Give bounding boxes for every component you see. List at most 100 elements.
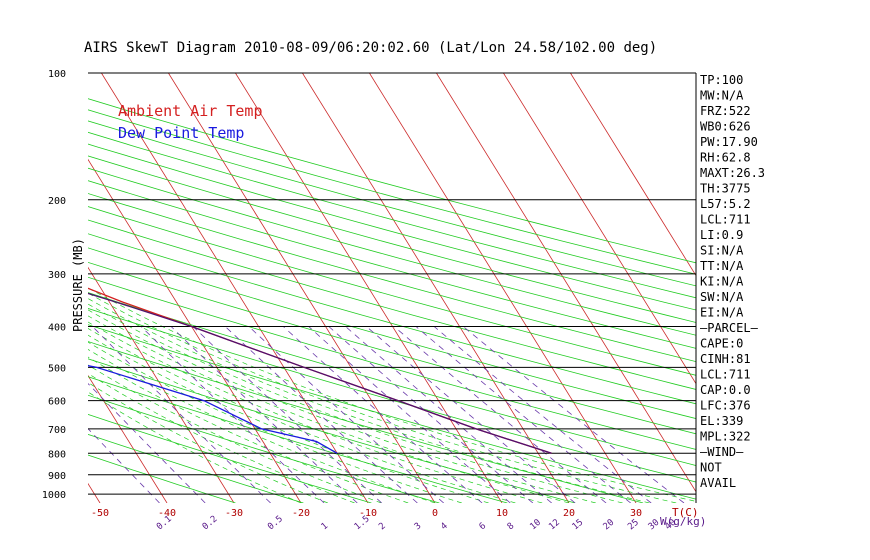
dry-adiabat xyxy=(88,376,508,503)
pressure-tick-label: 1000 xyxy=(42,490,66,501)
mixing-ratio-line xyxy=(170,326,358,503)
bottom-temp-axis: -50 -40 -30 -20 -10 0 10 20 30 xyxy=(91,508,642,519)
isotherm-line xyxy=(88,158,302,503)
dry-adiabat xyxy=(88,247,696,419)
index-label: CAPE:0 xyxy=(700,337,743,351)
y-axis-label: PRESSURE (MB) xyxy=(71,238,85,332)
index-label: TT:N/A xyxy=(700,259,744,273)
bottom-temp-tick-label: -30 xyxy=(225,508,243,519)
dry-adiabat xyxy=(88,394,440,503)
moist-adiabat xyxy=(88,309,596,503)
dry-adiabat xyxy=(88,307,696,483)
index-label: LCL:711 xyxy=(700,368,751,382)
dry-adiabat xyxy=(88,324,696,500)
reference-lines xyxy=(0,73,696,503)
mixing-ratio-line xyxy=(283,326,483,503)
dry-adiabat xyxy=(88,233,696,405)
dry-adiabat xyxy=(88,155,696,323)
index-label: KI:N/A xyxy=(700,275,744,289)
bottom-temp-tick-label: 0 xyxy=(432,508,438,519)
mixing-ratio-tick-label: 8 xyxy=(506,521,517,532)
index-label: EL:339 xyxy=(700,414,743,428)
pressure-tick-label: 800 xyxy=(48,449,66,460)
mixing-ratio-tick-label: 0.2 xyxy=(201,514,220,532)
moist-adiabat xyxy=(88,356,409,503)
isotherm-line xyxy=(436,73,696,493)
mixing-ratio-tick-label: 15 xyxy=(571,518,586,533)
index-label: MW:N/A xyxy=(700,89,744,103)
data-series xyxy=(88,287,552,454)
dry-adiabat xyxy=(88,206,696,376)
isotherm-line xyxy=(101,73,369,503)
moist-adiabat xyxy=(88,321,543,503)
isotherm-line xyxy=(570,73,696,277)
legend: Ambient Air Temp Dew Point Temp xyxy=(118,102,263,142)
dry-adiabat xyxy=(88,454,236,503)
dry-adiabat xyxy=(88,433,304,503)
index-label: SI:N/A xyxy=(700,244,744,258)
isotherm-line xyxy=(0,73,33,503)
pressure-tick-label: 100 xyxy=(48,69,66,80)
dry-adiabat xyxy=(88,261,696,435)
index-label: PW:17.90 xyxy=(700,135,758,149)
bottom-temp-tick-label: -40 xyxy=(158,508,176,519)
index-label: MPL:322 xyxy=(700,430,751,444)
moist-adiabat xyxy=(88,341,462,503)
moist-adiabat xyxy=(88,364,382,503)
index-label: TH:3775 xyxy=(700,182,751,196)
pressure-tick-label: 900 xyxy=(48,471,66,482)
dry-adiabat xyxy=(88,98,696,264)
isotherm-line xyxy=(88,482,101,503)
index-label: LCL:711 xyxy=(700,213,751,227)
mixing-ratio-line xyxy=(88,428,160,503)
x-axis-label: T(C) xyxy=(672,506,699,519)
isotherm-line xyxy=(235,73,503,503)
index-label: CINH:81 xyxy=(700,352,751,366)
mixing-ratio-line xyxy=(328,326,534,503)
mixing-ratio-line xyxy=(462,326,685,503)
bottom-temp-tick-label: -10 xyxy=(359,508,377,519)
mixing-ratio-tick-label: 3 xyxy=(413,521,424,532)
mixing-ratio-tick-label: 0.5 xyxy=(266,514,285,532)
isotherm-line xyxy=(503,73,696,385)
moist-adiabat xyxy=(88,373,355,503)
index-label: TP:100 xyxy=(700,73,743,87)
bottom-temp-tick-label: 10 xyxy=(496,508,508,519)
index-label: SW:N/A xyxy=(700,290,744,304)
isotherm-line xyxy=(369,73,637,503)
index-label: FRZ:522 xyxy=(700,104,751,118)
pressure-tick-label: 200 xyxy=(48,196,66,207)
parcel-path-line xyxy=(88,292,552,454)
dew-point-temp-line xyxy=(88,365,338,454)
moist-adiabat xyxy=(88,292,677,503)
index-label: L57:5.2 xyxy=(700,197,751,211)
moist-adiabat xyxy=(88,328,516,503)
legend-entry: Dew Point Temp xyxy=(118,124,244,142)
mixing-ratio-line xyxy=(415,326,631,503)
dry-adiabat xyxy=(88,109,696,275)
mixing-ratio-line xyxy=(140,326,325,503)
isobar-lines xyxy=(88,72,697,503)
isotherm-line xyxy=(168,73,436,503)
mixing-ratio-tick-label: 20 xyxy=(602,518,617,533)
bottom-temp-tick-label: 30 xyxy=(630,508,642,519)
mixing-ratio-tick-label: 4 xyxy=(439,521,450,532)
mixing-ratio-line xyxy=(345,326,552,503)
pressure-tick-label: 500 xyxy=(48,363,66,374)
mixing-ratio-tick-label: 2 xyxy=(377,521,388,532)
bottom-temp-tick-label: -50 xyxy=(91,508,109,519)
index-label: LFC:376 xyxy=(700,399,751,413)
index-label: —PARCEL— xyxy=(700,321,759,335)
bottom-temp-tick-label: -20 xyxy=(292,508,310,519)
mixing-ratio-unit: W(g/kg) xyxy=(660,515,706,528)
mixing-ratio-line xyxy=(92,326,271,503)
moist-adiabat xyxy=(88,349,436,503)
moist-adiabat xyxy=(88,391,302,503)
dry-adiabat xyxy=(88,292,696,466)
dry-adiabat xyxy=(88,167,696,336)
bottom-temp-tick-label: 20 xyxy=(563,508,575,519)
pressure-tick-label: 400 xyxy=(48,323,66,334)
index-label: EI:N/A xyxy=(700,306,744,320)
